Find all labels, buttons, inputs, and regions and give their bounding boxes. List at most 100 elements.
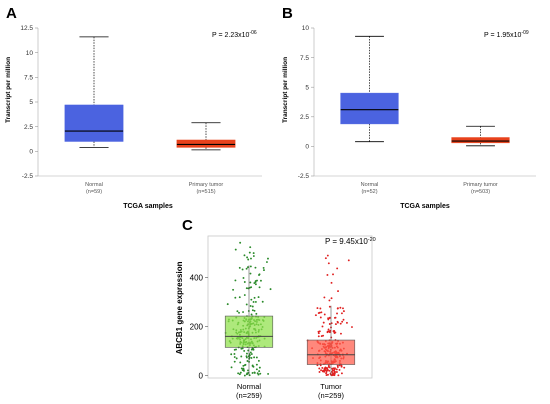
data-point <box>262 266 265 269</box>
data-point <box>238 266 241 269</box>
data-point <box>335 371 338 373</box>
data-point <box>254 283 257 286</box>
data-point <box>343 366 346 369</box>
data-point <box>336 307 339 310</box>
data-point <box>347 259 350 262</box>
data-point <box>255 356 258 359</box>
data-point <box>334 331 337 334</box>
data-point <box>249 272 252 275</box>
data-point <box>267 257 269 260</box>
y-tick-label: 200 <box>190 323 204 332</box>
box-normal <box>64 104 124 142</box>
data-point <box>320 369 323 372</box>
data-point <box>253 282 256 284</box>
data-point <box>341 320 344 323</box>
data-point <box>320 311 323 314</box>
data-point <box>340 372 343 375</box>
data-point <box>243 281 246 283</box>
y-tick-label: 10 <box>26 50 34 57</box>
data-point <box>245 287 248 290</box>
panel-c-pvalue: P = 9.45x10-20 <box>325 237 376 246</box>
data-point <box>336 366 339 368</box>
data-point <box>254 266 257 269</box>
data-point <box>232 288 235 291</box>
data-point <box>242 364 245 367</box>
y-tick-label: 7.5 <box>24 75 33 82</box>
y-tick-label: 12.5 <box>20 25 33 32</box>
data-point <box>235 357 238 360</box>
data-point <box>339 322 342 325</box>
data-point <box>257 296 260 299</box>
category-n-label: (n=259) <box>236 391 263 400</box>
panel-b-axis: 10 7.5 5 2.5 0 -2.5 Normal(n=52) Primary tumor(… <box>298 25 536 195</box>
data-point <box>331 372 334 375</box>
data-point <box>234 248 237 251</box>
data-point <box>327 317 330 320</box>
category-n-label: (n=259) <box>318 391 345 400</box>
data-point <box>258 366 261 369</box>
y-tick-label: 0 <box>199 372 204 381</box>
data-point <box>331 369 334 372</box>
data-point <box>245 267 248 270</box>
data-point <box>334 323 337 326</box>
data-point <box>328 366 331 369</box>
data-point <box>241 268 244 271</box>
panel-a-ylabel: Transcript per million <box>5 57 12 123</box>
data-point <box>251 305 254 308</box>
data-point <box>252 365 255 368</box>
category-label: Normal <box>237 382 262 391</box>
panel-a: A 12.5 10 7.5 5 2.5 0 -2.5 Normal(n=59) Primary … <box>5 5 262 210</box>
y-tick-label: -2.5 <box>22 173 34 180</box>
data-point <box>342 307 344 310</box>
data-point <box>320 335 323 338</box>
data-point <box>255 363 258 366</box>
data-point <box>328 299 331 302</box>
data-point <box>242 311 244 313</box>
data-point <box>331 370 333 373</box>
data-point <box>249 305 252 307</box>
data-point <box>261 300 264 303</box>
data-point <box>325 372 328 375</box>
data-point <box>238 373 241 376</box>
data-point <box>317 312 320 315</box>
data-point <box>336 312 338 315</box>
data-point <box>237 372 240 375</box>
y-tick-label: 0 <box>305 144 309 151</box>
panel-b-boxes <box>340 35 510 147</box>
panel-c-ylabel: ABCB1 gene expression <box>175 261 184 354</box>
data-point <box>322 321 325 324</box>
data-point <box>234 296 237 299</box>
data-point <box>252 255 255 258</box>
data-point <box>332 330 335 333</box>
data-point <box>242 277 245 279</box>
data-point <box>342 310 345 313</box>
category-label: Normal <box>85 182 103 188</box>
data-point <box>246 360 249 362</box>
data-point <box>243 374 246 377</box>
panel-b-xlabel: TCGA samples <box>400 203 450 210</box>
category-label: Tumor <box>320 382 342 391</box>
data-point <box>327 262 330 265</box>
data-point <box>336 267 339 270</box>
data-point <box>321 370 324 373</box>
data-point <box>267 372 270 375</box>
data-point <box>336 321 339 324</box>
data-point <box>253 371 256 374</box>
category-n-label: (n=503) <box>471 189 490 195</box>
category-n-label: (n=515) <box>196 189 215 195</box>
data-point <box>258 286 261 289</box>
data-point <box>330 297 333 300</box>
data-point <box>245 303 248 306</box>
data-point <box>233 353 236 355</box>
data-point <box>243 349 246 352</box>
data-point <box>337 290 339 293</box>
data-point <box>257 359 260 362</box>
panel-a-pvalue: P = 2.23x10-06 <box>212 30 257 39</box>
data-point <box>318 371 321 373</box>
data-point <box>255 368 258 371</box>
box-tumor <box>176 139 236 148</box>
data-point <box>247 258 250 261</box>
data-point <box>247 369 249 372</box>
